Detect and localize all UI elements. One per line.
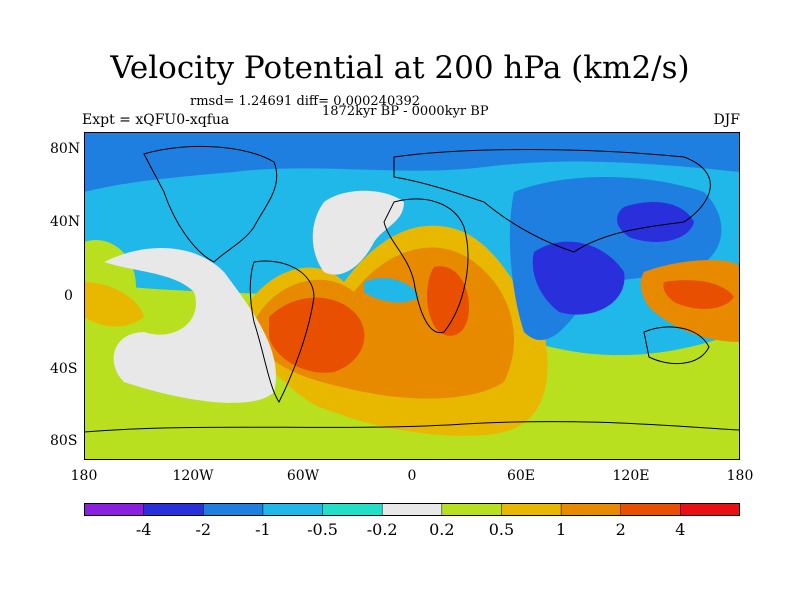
colorbar-label: 1 xyxy=(555,520,567,539)
chart-title: Velocity Potential at 200 hPa (km2/s) xyxy=(110,50,690,86)
colorbar-label: 2 xyxy=(615,520,626,539)
field-arctic-negative xyxy=(84,132,740,192)
field-atlantic-negative-pocket xyxy=(364,277,419,303)
colorbar-swatch xyxy=(381,503,443,516)
colorbar-swatch xyxy=(143,503,205,516)
colorbar-swatch xyxy=(441,503,503,516)
lon-label-60w: 60W xyxy=(286,468,320,484)
colorbar-swatch xyxy=(501,503,562,516)
colorbar-swatch xyxy=(84,503,145,516)
colorbar-label: 0.2 xyxy=(429,520,455,539)
lon-label-60e: 60E xyxy=(506,468,536,484)
field-west-pacific-max xyxy=(663,280,734,309)
lat-label-80n: 80N xyxy=(50,141,81,157)
period-text: 1872kyr BP - 0000kyr BP xyxy=(322,104,489,119)
colorbar-swatch xyxy=(262,503,324,516)
lat-label-80s: 80S xyxy=(50,433,78,449)
lon-label-120w: 120W xyxy=(172,468,214,484)
coast-north-america xyxy=(143,145,278,263)
colorbar-label: 4 xyxy=(675,520,686,539)
lon-label-180w: 180 xyxy=(70,468,98,484)
colorbar-swatch xyxy=(560,503,622,516)
colorbar-swatch xyxy=(203,503,264,516)
lat-label-40s: 40S xyxy=(50,361,78,377)
colorbar-label: -0.5 xyxy=(307,520,338,539)
lon-label-0: 0 xyxy=(407,468,417,484)
field-zero-atlantic xyxy=(312,190,404,275)
colorbar-frame xyxy=(84,503,740,516)
colorbar-label: -1 xyxy=(255,520,271,539)
field-east-pacific-core xyxy=(84,282,144,327)
field-zero-west xyxy=(104,248,276,403)
colorbar-swatch xyxy=(322,503,383,516)
lon-label-120e: 120E xyxy=(612,468,650,484)
coast-antarctica xyxy=(84,421,740,433)
lat-label-40n: 40N xyxy=(50,214,81,230)
coast-eurasia xyxy=(393,149,711,253)
colorbar-label: -4 xyxy=(135,520,152,539)
lon-label-180e: 180 xyxy=(726,468,754,484)
rmsd-diff-text: rmsd= 1.24691 diff= 0.000240392 xyxy=(190,94,421,109)
field-east-asia-min xyxy=(617,202,694,242)
colorbar-swatch xyxy=(680,503,740,516)
experiment-label: Expt = xQFU0-xqfua xyxy=(82,112,230,128)
colorbar-label: 0.5 xyxy=(488,520,515,539)
season-label: DJF xyxy=(713,112,740,128)
colorbar xyxy=(84,503,740,516)
coast-africa xyxy=(383,198,469,334)
field-indian-ocean-min xyxy=(532,241,625,315)
colorbar-label: -0.2 xyxy=(366,520,398,539)
lat-label-eq: 0 xyxy=(64,288,73,304)
field-south-america-max xyxy=(269,297,365,373)
velocity-potential-map xyxy=(84,132,740,460)
colorbar-swatch xyxy=(620,503,682,516)
coast-australia xyxy=(643,326,710,365)
coast-south-america xyxy=(249,260,315,403)
field-africa-max xyxy=(427,266,469,336)
colorbar-label: -2 xyxy=(195,520,212,539)
map-frame xyxy=(84,132,740,460)
